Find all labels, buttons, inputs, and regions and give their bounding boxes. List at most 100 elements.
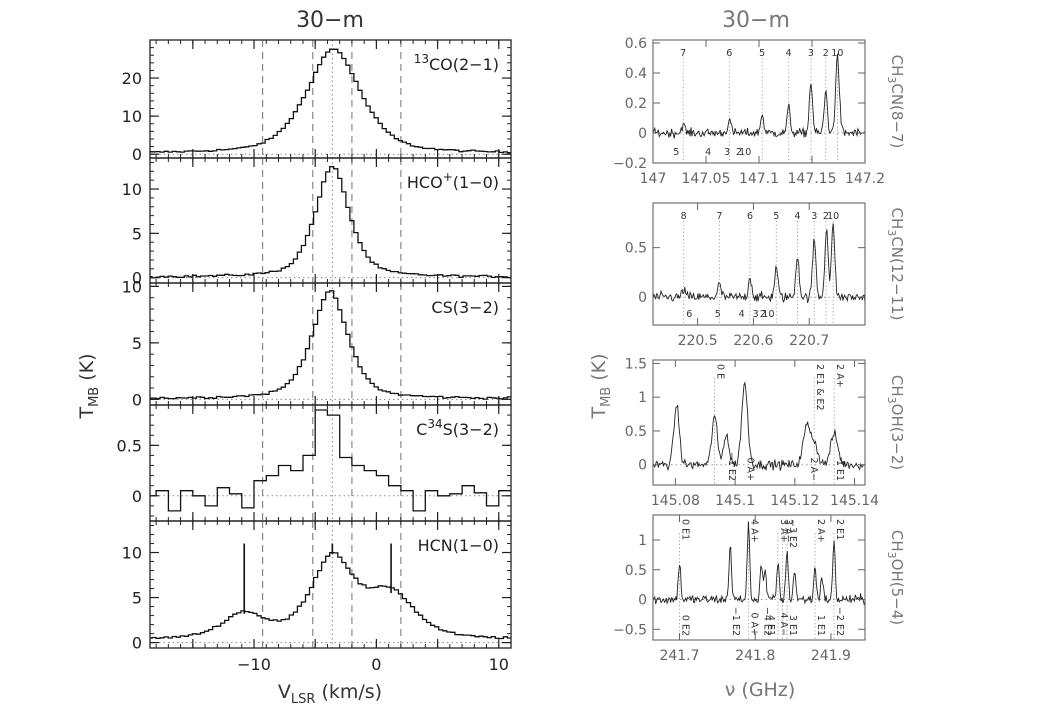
spectrum-line <box>652 53 866 139</box>
y-tick-label: 5 <box>132 589 142 608</box>
y-tick-label: 10 <box>122 544 142 563</box>
molecule-transition-label: CH3OH(3−2) <box>885 375 906 470</box>
y-tick-label: 0.5 <box>625 563 647 579</box>
transition-label-bottom: 10 <box>739 147 751 158</box>
transition-label-bottom: 0 E2 <box>680 615 691 636</box>
y-tick-label: 0.5 <box>625 241 647 257</box>
spectrum-line <box>150 551 511 640</box>
transition-label-top: 2 E1 <box>834 519 845 540</box>
transition-label-top: 6 <box>747 211 753 222</box>
x-tick-label: 147.15 <box>788 171 837 187</box>
transition-label-top: −3 E2 <box>787 519 798 548</box>
transition-label-bottom: 10 <box>762 309 774 320</box>
transition-label-top: 2 A+ <box>834 364 845 388</box>
transition-label-top: 3 A+ <box>778 519 789 543</box>
transition-label-bottom: 5 <box>673 147 679 158</box>
left-panel-4: 0 0.5 C34S(3−2) <box>117 404 512 522</box>
y-tick-label: 5 <box>132 224 142 243</box>
spectrum-line <box>150 48 511 154</box>
y-tick-label: 0 <box>132 269 142 288</box>
transition-label-top: 3 A− <box>782 519 793 543</box>
y-tick-label: 5 <box>132 334 142 353</box>
left-panel-1: 0 10 20 13CO(2−1) <box>122 39 512 164</box>
molecule-line-label: CS(3−2) <box>431 298 499 317</box>
y-tick-label: 10 <box>122 107 142 126</box>
x-tick-label: 145.1 <box>715 493 755 509</box>
transition-label-bottom: 6 <box>686 309 692 320</box>
spectrum-line <box>150 409 511 512</box>
transition-label-bottom: −2 E2 <box>834 607 845 636</box>
y-tick-label: 0 <box>638 290 647 306</box>
right-panel-title: 30−m <box>722 8 790 33</box>
transition-label-top: 0 E <box>715 364 726 379</box>
y-tick-label: 0.5 <box>625 424 647 440</box>
y-tick-label: 0 <box>132 634 142 653</box>
x-tick-label: 145.14 <box>830 493 879 509</box>
y-tick-label: 10 <box>122 277 142 296</box>
transition-label-bottom: 3 <box>753 309 759 320</box>
transition-label-top: 3 <box>808 48 814 59</box>
transition-label-top: 2 <box>823 48 829 59</box>
transition-label-bottom: 4 <box>705 147 711 158</box>
x-tick-label: 10 <box>489 655 509 674</box>
spectrum-line <box>652 223 866 304</box>
x-tick-label: 147.2 <box>845 171 885 187</box>
y-tick-label: 10 <box>122 180 142 199</box>
spectrum-line <box>652 381 866 472</box>
left-panel-5: 0 5 10 −10 0 10 HCN(1−0) <box>122 520 512 674</box>
right-x-axis-label: ν (GHz) <box>725 679 795 701</box>
x-tick-label: 220.7 <box>789 333 829 349</box>
transition-label-bottom: 2 <box>760 309 766 320</box>
transition-label-top: 5 <box>773 211 779 222</box>
y-tick-label: 0 <box>132 487 142 506</box>
transition-label-top: 4 A+ <box>748 519 759 543</box>
transition-label-bottom: 0 A+ <box>748 612 759 636</box>
transition-label-bottom: 4 A− <box>778 612 789 636</box>
transition-label-bottom: −1 E2 <box>726 452 737 481</box>
transition-label-top: 2 E1 & E2 <box>814 364 825 411</box>
left-panel-title: 30−m <box>296 8 364 33</box>
spectrum-line <box>150 290 511 400</box>
molecule-line-label: HCN(1−0) <box>418 536 499 555</box>
y-tick-label: 0.5 <box>117 436 142 455</box>
transition-label-top: 5 <box>759 48 765 59</box>
spectrum-line <box>652 521 866 606</box>
panel-frame <box>652 202 866 326</box>
transition-label-bottom: 0 A+ <box>745 457 756 481</box>
y-tick-label: 0 <box>638 593 647 609</box>
transition-label-top: 10 <box>827 211 839 222</box>
svg-text:TMB (K): TMB (K) <box>76 353 102 419</box>
transition-label-bottom: −1 E2 <box>730 607 741 636</box>
molecule-transition-label: CH3CN(8−7) <box>885 55 906 149</box>
x-tick-label: 145.08 <box>651 493 700 509</box>
y-tick-label: 0 <box>132 390 142 409</box>
molecule-line-label: HCO+(1−0) <box>407 170 499 192</box>
transition-label-bottom: 3 <box>724 147 730 158</box>
y-tick-label: 0.6 <box>625 36 647 52</box>
right-panel-3: 0 E 2 E1 & E2 2 A+ −1 E2 0 A+ 2 A− 1 E1 0 0.5 1 1.… <box>625 356 906 509</box>
transition-label-top: 4 <box>786 48 792 59</box>
transition-label-bottom: 2 <box>736 147 742 158</box>
y-tick-label: 0 <box>638 126 647 142</box>
molecule-transition-label: CH3OH(5−4) <box>885 530 906 625</box>
x-tick-label: 220.6 <box>733 333 773 349</box>
y-tick-label: 0 <box>638 458 647 474</box>
y-tick-label: −0.5 <box>613 622 647 638</box>
transition-label-top: 10 <box>831 48 843 59</box>
x-tick-label: 220.5 <box>678 333 718 349</box>
y-tick-label: 0 <box>132 145 142 164</box>
transition-label-top: 2 A+ <box>815 519 826 543</box>
transition-label-bottom: 2 A− <box>808 457 819 481</box>
molecule-line-label: C34S(3−2) <box>416 417 499 439</box>
panel-frame <box>149 520 512 649</box>
y-tick-label: 20 <box>122 69 142 88</box>
molecule-line-label: 13CO(2−1) <box>414 52 499 74</box>
transition-label-top: 6 <box>726 48 732 59</box>
molecule-transition-label: CH3CN(12−11) <box>885 208 906 321</box>
x-tick-label: 147.1 <box>739 171 779 187</box>
transition-label-top: 7 <box>716 211 722 222</box>
transition-label-top: 8 <box>681 211 687 222</box>
left-panel-3: 0 5 10 CS(3−2) <box>122 277 512 409</box>
